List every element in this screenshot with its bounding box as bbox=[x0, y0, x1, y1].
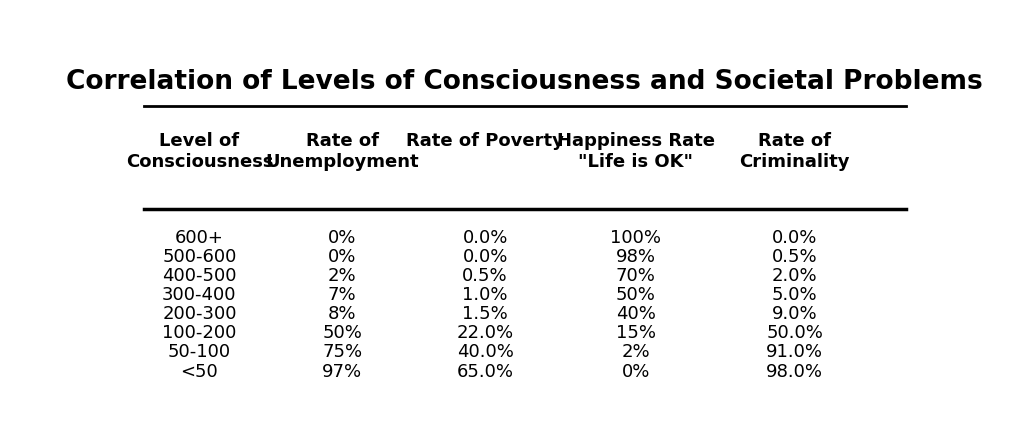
Text: 2.0%: 2.0% bbox=[772, 267, 817, 285]
Text: 70%: 70% bbox=[616, 267, 655, 285]
Text: Rate of
Criminality: Rate of Criminality bbox=[739, 132, 850, 171]
Text: 5.0%: 5.0% bbox=[772, 286, 817, 304]
Text: 98.0%: 98.0% bbox=[766, 362, 823, 381]
Text: 2%: 2% bbox=[622, 343, 650, 362]
Text: 400-500: 400-500 bbox=[162, 267, 237, 285]
Text: 0.5%: 0.5% bbox=[462, 267, 508, 285]
Text: 200-300: 200-300 bbox=[162, 306, 237, 323]
Text: 9.0%: 9.0% bbox=[772, 306, 817, 323]
Text: 8%: 8% bbox=[328, 306, 356, 323]
Text: 0.0%: 0.0% bbox=[463, 229, 508, 247]
Text: 0.0%: 0.0% bbox=[463, 248, 508, 266]
Text: Happiness Rate
"Life is OK": Happiness Rate "Life is OK" bbox=[557, 132, 715, 171]
Text: 91.0%: 91.0% bbox=[766, 343, 823, 362]
Text: 50%: 50% bbox=[323, 325, 362, 342]
Text: 300-400: 300-400 bbox=[162, 286, 237, 304]
Text: 65.0%: 65.0% bbox=[457, 362, 514, 381]
Text: 98%: 98% bbox=[615, 248, 656, 266]
Text: 7%: 7% bbox=[328, 286, 356, 304]
Text: 0.5%: 0.5% bbox=[772, 248, 817, 266]
Text: Level of
Consciousness: Level of Consciousness bbox=[126, 132, 273, 171]
Text: Correlation of Levels of Consciousness and Societal Problems: Correlation of Levels of Consciousness a… bbox=[67, 69, 983, 95]
Text: 100-200: 100-200 bbox=[162, 325, 237, 342]
Text: 0%: 0% bbox=[328, 248, 356, 266]
Text: 15%: 15% bbox=[615, 325, 656, 342]
Text: 22.0%: 22.0% bbox=[457, 325, 514, 342]
Text: 40.0%: 40.0% bbox=[457, 343, 514, 362]
Text: 2%: 2% bbox=[328, 267, 356, 285]
Text: <50: <50 bbox=[180, 362, 218, 381]
Text: 500-600: 500-600 bbox=[162, 248, 237, 266]
Text: 0%: 0% bbox=[622, 362, 650, 381]
Text: 600+: 600+ bbox=[175, 229, 224, 247]
Text: 97%: 97% bbox=[323, 362, 362, 381]
Text: 0.0%: 0.0% bbox=[772, 229, 817, 247]
Text: 1.0%: 1.0% bbox=[463, 286, 508, 304]
Text: Rate of
Unemployment: Rate of Unemployment bbox=[265, 132, 419, 171]
Text: 1.5%: 1.5% bbox=[462, 306, 508, 323]
Text: 75%: 75% bbox=[323, 343, 362, 362]
Text: Rate of Poverty: Rate of Poverty bbox=[407, 132, 564, 150]
Text: 100%: 100% bbox=[610, 229, 662, 247]
Text: 0%: 0% bbox=[328, 229, 356, 247]
Text: 50.0%: 50.0% bbox=[766, 325, 823, 342]
Text: 40%: 40% bbox=[616, 306, 655, 323]
Text: 50%: 50% bbox=[616, 286, 655, 304]
Text: 50-100: 50-100 bbox=[168, 343, 231, 362]
